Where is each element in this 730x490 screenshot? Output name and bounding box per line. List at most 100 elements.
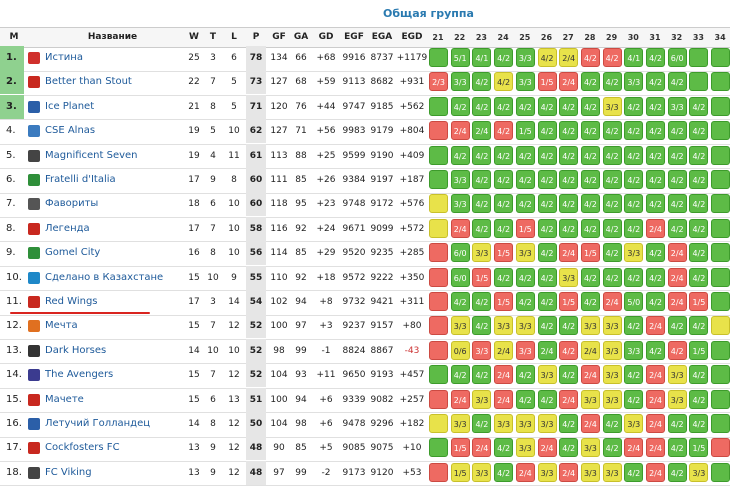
result-pip[interactable]: 4/2: [515, 96, 535, 116]
result-pip[interactable]: [429, 170, 448, 189]
result-pip[interactable]: 4/2: [559, 145, 579, 165]
result-pip[interactable]: 4/2: [624, 145, 644, 165]
result-pip[interactable]: 4/2: [472, 292, 492, 311]
result-pip[interactable]: 3/3: [602, 340, 622, 360]
result-pip[interactable]: 4/2: [624, 218, 644, 238]
result-pip[interactable]: 4/2: [494, 121, 514, 141]
result-pip[interactable]: 4/2: [580, 145, 600, 165]
result-pip[interactable]: 3/3: [667, 365, 687, 385]
result-pip[interactable]: 4/2: [450, 145, 470, 165]
result-pip[interactable]: 3/3: [624, 72, 644, 92]
header-gf[interactable]: GF: [272, 32, 286, 42]
result-pip[interactable]: 3/3: [450, 72, 470, 92]
result-pip[interactable]: 4/2: [602, 194, 622, 214]
result-pip[interactable]: 4/2: [667, 414, 687, 433]
team-name-link[interactable]: Летучий Голландец: [45, 418, 151, 429]
result-pip[interactable]: 3/3: [515, 414, 535, 433]
result-pip[interactable]: 2/4: [667, 292, 687, 311]
result-pip[interactable]: 4/2: [472, 414, 492, 433]
result-pip[interactable]: 6/0: [450, 243, 470, 263]
header-pos[interactable]: М: [9, 32, 19, 42]
result-pip[interactable]: 3/3: [689, 462, 709, 482]
result-pip[interactable]: 4/2: [580, 170, 600, 189]
result-pip[interactable]: 4/2: [602, 218, 622, 238]
result-pip[interactable]: [429, 414, 448, 433]
result-pip[interactable]: [429, 340, 448, 360]
result-pip[interactable]: 4/2: [646, 72, 665, 92]
result-pip[interactable]: 4/2: [689, 414, 709, 433]
team-name-link[interactable]: FC Viking: [45, 466, 92, 478]
result-pip[interactable]: 4/2: [559, 414, 579, 433]
result-pip[interactable]: 4/2: [580, 72, 600, 92]
result-pip[interactable]: 4/2: [472, 170, 492, 189]
result-pip[interactable]: 3/3: [624, 414, 644, 433]
result-pip[interactable]: 4/2: [472, 316, 492, 336]
result-pip[interactable]: 3/3: [580, 389, 600, 409]
header-t[interactable]: T: [209, 32, 217, 42]
result-pip[interactable]: 5/1: [450, 48, 470, 67]
result-pip[interactable]: 1/5: [450, 462, 470, 482]
result-pip[interactable]: 6/0: [667, 48, 687, 67]
result-pip[interactable]: 4/2: [515, 170, 535, 189]
result-pip[interactable]: 2/4: [559, 48, 579, 67]
result-pip[interactable]: 4/2: [689, 218, 709, 238]
result-pip[interactable]: 1/5: [494, 243, 514, 263]
result-pip[interactable]: 4/2: [472, 194, 492, 214]
result-pip[interactable]: 4/2: [494, 218, 514, 238]
result-pip[interactable]: 3/3: [494, 414, 514, 433]
result-pip[interactable]: 4/2: [689, 267, 709, 287]
result-pip[interactable]: 1/5: [689, 340, 709, 360]
team-name-link[interactable]: Dark Horses: [45, 344, 107, 356]
result-pip[interactable]: [711, 462, 730, 482]
result-pip[interactable]: [429, 438, 448, 458]
result-pip[interactable]: 4/2: [667, 194, 687, 214]
result-pip[interactable]: 4/2: [602, 414, 622, 433]
result-pip[interactable]: 3/3: [537, 414, 557, 433]
result-pip[interactable]: 4/2: [624, 389, 644, 409]
result-pip[interactable]: 2/4: [494, 389, 514, 409]
result-pip[interactable]: 4/2: [559, 438, 579, 458]
result-pip[interactable]: 4/2: [515, 389, 535, 409]
result-pip[interactable]: 0/6: [450, 340, 470, 360]
result-pip[interactable]: [711, 365, 730, 385]
team-name-link[interactable]: Magnificent Seven: [45, 149, 138, 161]
result-pip[interactable]: 4/2: [689, 389, 709, 409]
result-pip[interactable]: 4/2: [472, 96, 492, 116]
result-pip[interactable]: 4/2: [667, 462, 687, 482]
result-pip[interactable]: 6/0: [450, 267, 470, 287]
result-pip[interactable]: 4/2: [646, 170, 665, 189]
result-pip[interactable]: 4/2: [667, 170, 687, 189]
result-pip[interactable]: 4/2: [646, 292, 665, 311]
result-pip[interactable]: 2/4: [580, 365, 600, 385]
result-pip[interactable]: 1/5: [689, 292, 709, 311]
result-pip[interactable]: 4/2: [515, 267, 535, 287]
team-name-link[interactable]: Сделано в Казахстане: [45, 271, 164, 283]
result-pip[interactable]: [711, 96, 730, 116]
result-pip[interactable]: 4/2: [537, 194, 557, 214]
result-pip[interactable]: 3/3: [515, 72, 535, 92]
result-pip[interactable]: [429, 389, 448, 409]
result-pip[interactable]: 4/2: [537, 292, 557, 311]
result-pip[interactable]: 4/2: [602, 438, 622, 458]
result-pip[interactable]: 3/3: [602, 365, 622, 385]
result-pip[interactable]: 4/2: [624, 462, 644, 482]
result-pip[interactable]: 4/2: [494, 438, 514, 458]
result-pip[interactable]: 3/3: [537, 365, 557, 385]
result-pip[interactable]: 3/3: [450, 170, 470, 189]
result-pip[interactable]: 2/4: [450, 218, 470, 238]
result-pip[interactable]: 2/4: [667, 267, 687, 287]
result-pip[interactable]: 2/4: [537, 340, 557, 360]
result-pip[interactable]: 4/2: [602, 72, 622, 92]
result-pip[interactable]: 3/3: [559, 267, 579, 287]
result-pip[interactable]: 3/3: [472, 243, 492, 263]
result-pip[interactable]: 1/5: [515, 121, 535, 141]
result-pip[interactable]: 2/4: [450, 389, 470, 409]
result-pip[interactable]: [689, 72, 709, 92]
result-pip[interactable]: 3/3: [515, 48, 535, 67]
result-pip[interactable]: 2/4: [472, 121, 492, 141]
result-pip[interactable]: [711, 194, 730, 214]
result-pip[interactable]: 4/2: [667, 218, 687, 238]
team-name-link[interactable]: Ice Planet: [45, 100, 95, 112]
result-pip[interactable]: [711, 267, 730, 287]
team-name-link[interactable]: Cockfosters FC: [45, 442, 120, 454]
